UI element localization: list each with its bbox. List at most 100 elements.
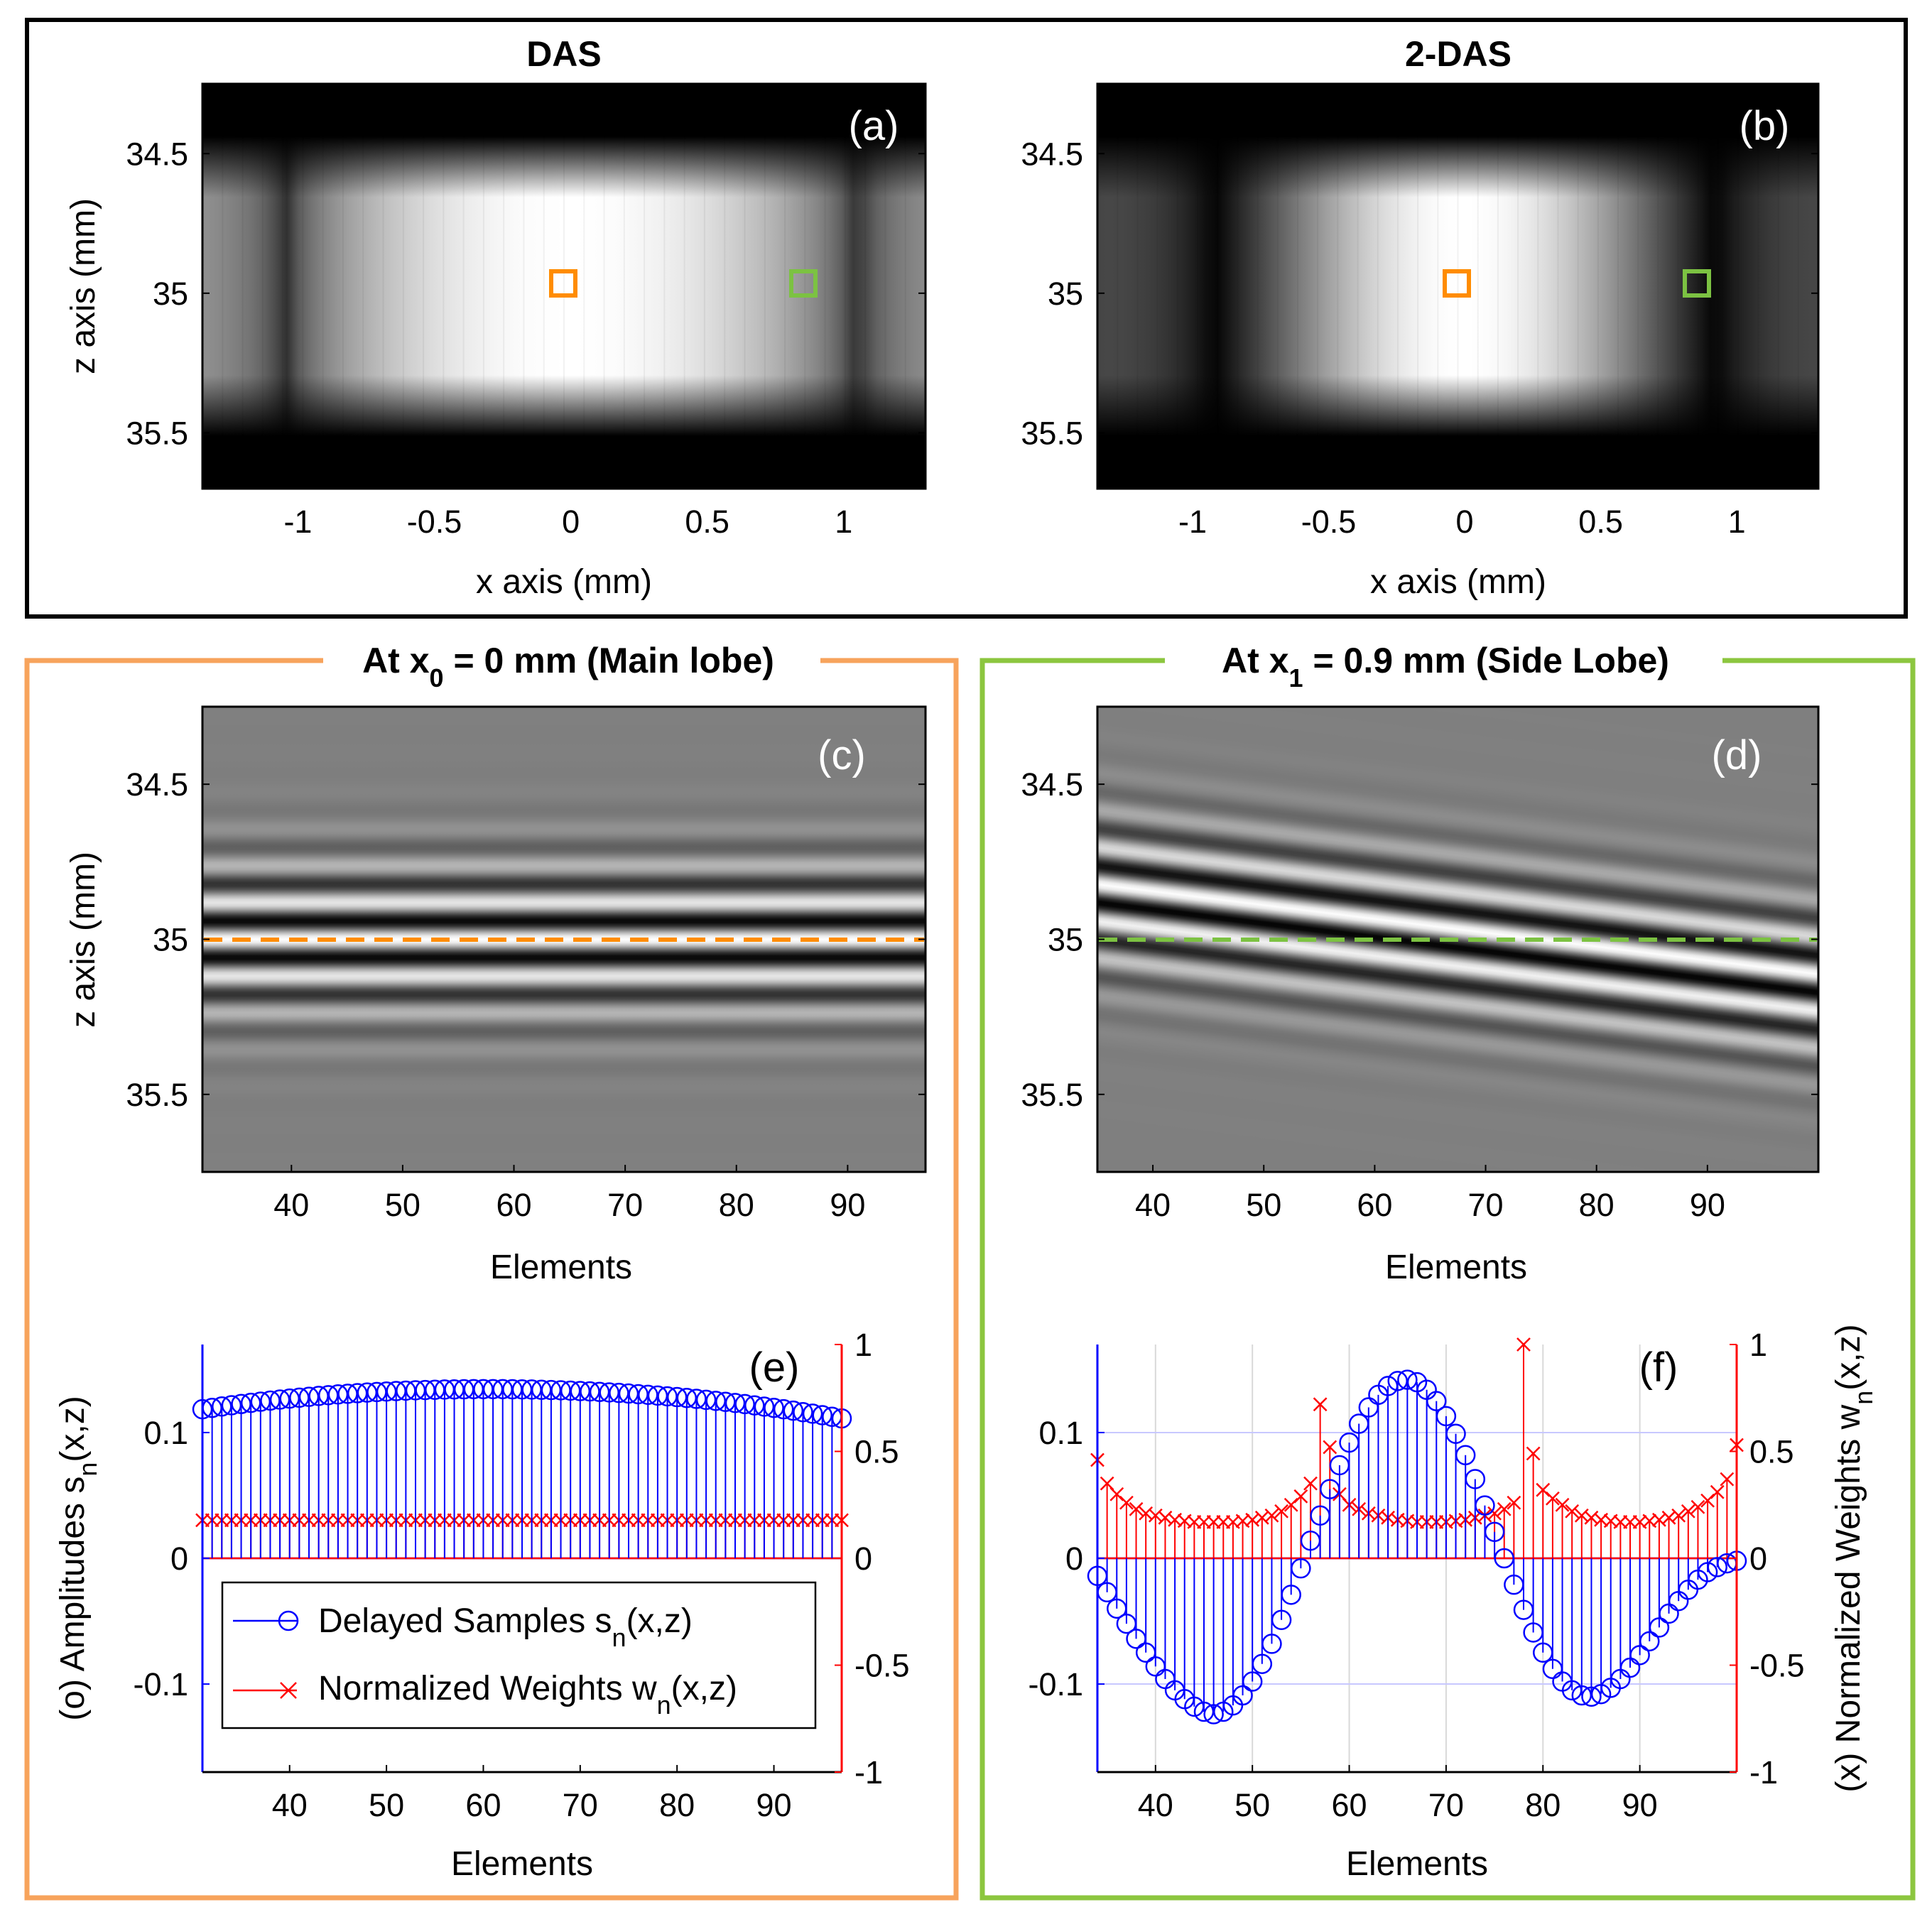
panel-f-xtick-label: 50	[1234, 1787, 1270, 1823]
panel-e-amplitude-marker	[793, 1402, 813, 1423]
panel-f-xtick-label: 70	[1428, 1787, 1464, 1823]
panel-e-amplitude-marker	[686, 1389, 707, 1409]
panel-f-ytick-left-label: -0.1	[1028, 1666, 1083, 1702]
panel-e-amplitude-marker	[744, 1395, 765, 1416]
panel-c-xlabel: Elements	[490, 1249, 632, 1286]
panel-f-ytick-left-label: 0	[1065, 1541, 1083, 1577]
panel-c-xtick-label: 60	[496, 1187, 531, 1223]
panel-d-xlabel: Elements	[1385, 1249, 1527, 1286]
das-main-lobe-marker	[549, 269, 577, 298]
panel-a-label: (a)	[849, 103, 899, 149]
panel-a-ylabel: z axis (mm)	[65, 198, 102, 374]
legend-delayed-samples: Delayed Samples sn(x,z)	[318, 1602, 693, 1652]
panel-b-xtick-label: 1	[1728, 504, 1746, 540]
panel-e-xtick-label: 90	[756, 1787, 792, 1823]
panel-e-amplitude-marker	[773, 1398, 794, 1420]
panel-e-amplitude-marker	[521, 1379, 542, 1400]
panel-f-weight-marker	[1710, 1484, 1725, 1499]
panel-a-xtick-label: -0.5	[407, 504, 462, 540]
panel-d: 40 50 60 70 80 90 34.5 35 35.5 (d) Elements	[1021, 705, 1820, 1286]
panel-c-ytick-label: 35	[153, 922, 188, 958]
panel-e-amplitude-marker	[657, 1386, 678, 1407]
panel-f-weight-marker	[1293, 1489, 1308, 1504]
panel-f-amplitude-marker	[1707, 1557, 1727, 1577]
panel-f-amplitude-marker	[1455, 1445, 1476, 1466]
panel-f-amplitude-marker	[1475, 1495, 1495, 1516]
panel-e-ytick-right-label: -0.5	[854, 1648, 910, 1684]
panel-f-weight-marker	[1516, 1337, 1531, 1352]
panel-e-xtick-label: 70	[563, 1787, 598, 1823]
panel-a-xtick-label: 0.5	[685, 504, 729, 540]
panel-e-amplitude-marker	[734, 1394, 755, 1415]
panel-a-ytick-label: 34.5	[126, 136, 188, 172]
two-das-main-lobe-marker	[1443, 269, 1471, 298]
legend-normalized-weights: Normalized Weights wn(x,z)	[318, 1670, 737, 1720]
panel-b-xlabel: x axis (mm)	[1370, 563, 1546, 601]
panel-f-weight-marker	[1129, 1501, 1144, 1516]
panel-f-amplitude-marker	[1649, 1617, 1670, 1638]
panel-c-ylabel: z axis (mm)	[65, 852, 102, 1028]
panel-f-weight-marker	[1507, 1495, 1521, 1510]
panel-e-xlabel: Elements	[451, 1845, 593, 1883]
panel-e-ytick-left-label: -0.1	[133, 1666, 188, 1702]
panel-e-label: (e)	[749, 1345, 800, 1391]
panel-d-xtick-label: 50	[1246, 1187, 1281, 1223]
panel-f-weight-marker	[1274, 1504, 1288, 1519]
panel-d-label: (d)	[1712, 732, 1762, 778]
panel-f-amplitude-marker	[1252, 1653, 1273, 1674]
panel-f-weight-marker	[1555, 1497, 1570, 1512]
two-das-image	[1097, 84, 1818, 489]
panel-e-amplitude-marker	[724, 1393, 746, 1413]
panel-e-amplitude-marker	[754, 1396, 775, 1417]
panel-f-weight-marker	[1681, 1504, 1695, 1519]
panel-f-ytick-right-label: 1	[1749, 1327, 1767, 1363]
panel-f-amplitude-marker	[1436, 1406, 1457, 1427]
panel-c-xtick-label: 80	[719, 1187, 754, 1223]
panel-e-xtick-label: 50	[369, 1787, 404, 1823]
panel-e-xtick-label: 40	[272, 1787, 308, 1823]
panel-f-amplitude-marker	[1232, 1685, 1253, 1706]
panel-f-amplitude-marker	[1590, 1683, 1612, 1705]
panel-f-xtick-label: 80	[1525, 1787, 1561, 1823]
panel-e: 40 50 60 70 80 90 -0.1 0 0.1 -1 -0.5 0 0.5 1 (e) Elem…	[54, 1327, 910, 1883]
panel-d-xtick-label: 60	[1357, 1187, 1392, 1223]
panel-f-weight-marker	[1119, 1495, 1134, 1510]
panel-e-xtick-label: 80	[659, 1787, 695, 1823]
two-das-pixel-grid	[1117, 84, 1799, 489]
panel-d-xtick-label: 40	[1135, 1187, 1171, 1223]
panel-e-amplitude-marker	[628, 1384, 648, 1405]
panel-f-weight-marker	[1264, 1508, 1279, 1523]
panel-c: 40 50 60 70 80 90 34.5 35 35.5 (c) Elements z ax…	[65, 705, 927, 1286]
panel-a-xtick-label: 1	[835, 504, 852, 540]
panel-f-ytick-right-label: 0	[1749, 1541, 1767, 1577]
panel-e-amplitude-marker	[812, 1405, 832, 1425]
panel-f-weight-marker	[1303, 1476, 1318, 1491]
das-side-lobe-marker	[789, 269, 818, 298]
panel-e-amplitude-marker	[638, 1384, 658, 1406]
panel-e-ytick-left-label: 0	[170, 1541, 188, 1577]
panel-f-weight-marker	[1546, 1491, 1560, 1506]
panel-e-amplitude-marker	[560, 1380, 581, 1401]
panel-b-label: (b)	[1740, 103, 1790, 149]
panel-f-weight-marker	[1526, 1446, 1541, 1461]
panel-e-ytick-right-label: 0.5	[854, 1434, 899, 1470]
panel-b-ytick-label: 35.5	[1021, 415, 1083, 451]
panel-f-weight-marker	[1487, 1506, 1502, 1521]
panel-d-ytick-label: 34.5	[1021, 766, 1083, 803]
panel-f-amplitude-marker	[1581, 1686, 1602, 1707]
das-image	[202, 84, 926, 489]
panel-e-ytick-right-label: -1	[854, 1754, 883, 1791]
panel-f-weight-marker	[1323, 1440, 1337, 1455]
panel-f-amplitude-marker	[1203, 1704, 1224, 1724]
main-lobe-title: At x0 = 0 mm (Main lobe)	[362, 641, 774, 692]
panel-f-amplitude-marker	[1426, 1391, 1447, 1411]
panel-f-amplitude-marker	[1291, 1558, 1311, 1579]
panel-e-ylabel-left: (o) Amplitudes sn(x,z)	[54, 1396, 102, 1720]
panel-b-xtick-label: 0.5	[1578, 504, 1623, 540]
panel-c-ytick-label: 35.5	[126, 1077, 188, 1113]
panel-f-weight-marker	[1313, 1397, 1328, 1412]
panel-f-amplitude-marker	[1484, 1521, 1505, 1543]
panel-b-xtick-label: 0	[1456, 504, 1474, 540]
panel-a-xtick-label: -1	[283, 504, 312, 540]
panel-b: 2-DAS -1 -0.5 0 0.5 1 34.5 35 35.5 (b) x axis (…	[1021, 34, 1820, 601]
